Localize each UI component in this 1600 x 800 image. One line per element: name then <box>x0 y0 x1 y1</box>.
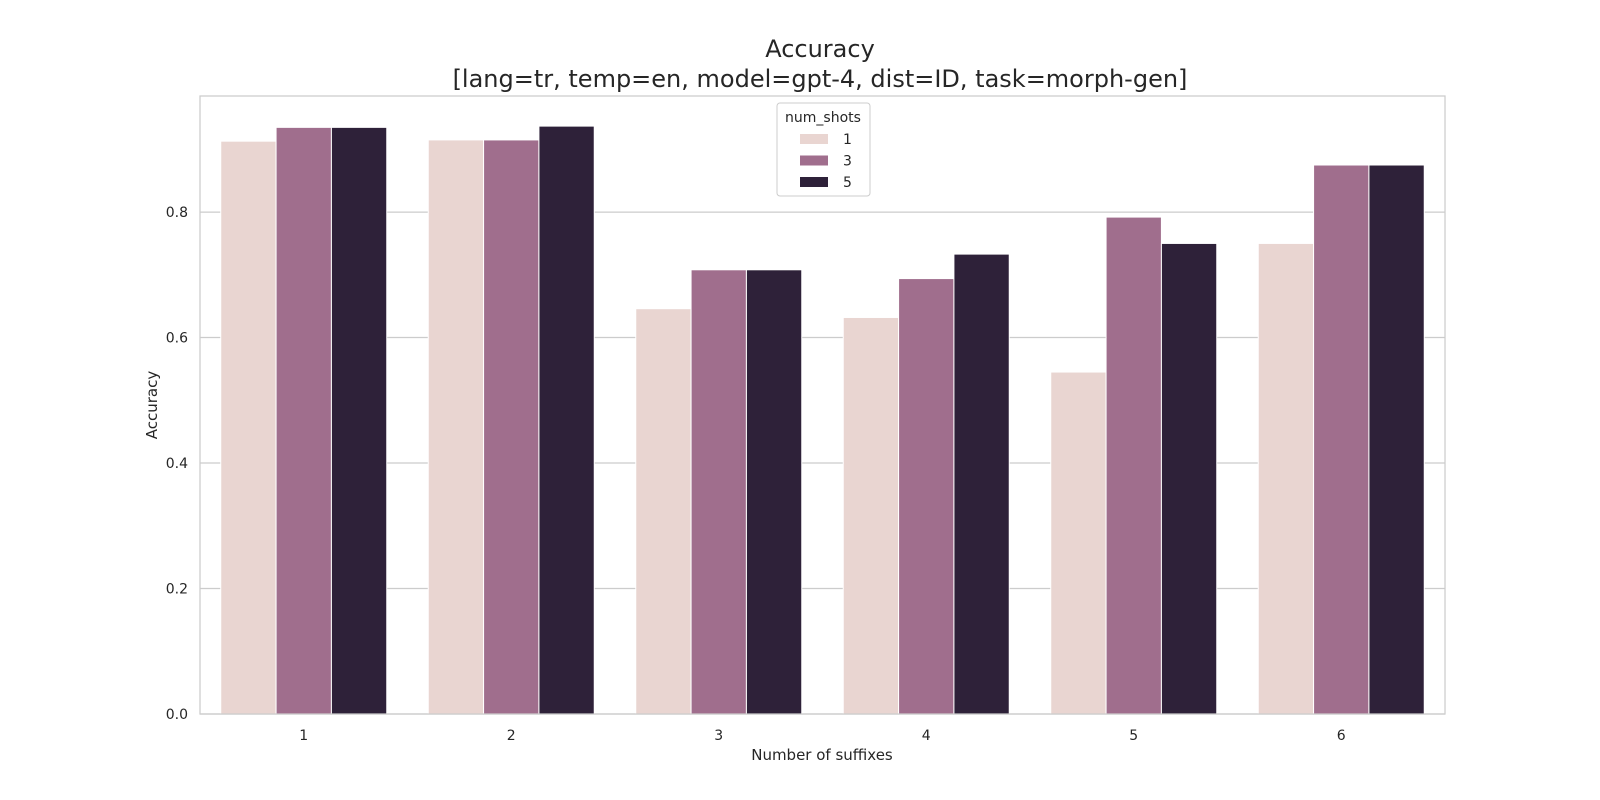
legend-title: num_shots <box>785 110 861 126</box>
bar-2-shots-3 <box>483 139 540 715</box>
y-axis-label: Accuracy <box>143 371 161 440</box>
bar-1-shots-1 <box>220 140 277 715</box>
legend: num_shots 1 3 5 <box>776 102 871 197</box>
bars <box>220 125 1425 715</box>
bar-1-shots-3 <box>275 126 332 715</box>
y-tick-label: 0.8 <box>166 205 188 221</box>
legend-swatch-3 <box>800 155 828 166</box>
chart-subtitle: [lang=tr, temp=en, model=gpt-4, dist=ID,… <box>453 65 1188 93</box>
bar-3-shots-3 <box>690 269 747 715</box>
bar-1-shots-5 <box>330 126 388 715</box>
x-axis-label: Number of suffixes <box>751 746 893 764</box>
legend-swatch-1 <box>800 134 828 144</box>
bar-5-shots-5 <box>1160 242 1218 715</box>
x-tick-label: 2 <box>507 728 516 744</box>
bar-3-shots-1 <box>635 308 692 715</box>
legend-items: 1 3 5 <box>800 132 852 191</box>
bar-3-shots-5 <box>745 269 803 715</box>
y-tick-label: 0.4 <box>166 456 188 472</box>
chart-title: Accuracy <box>765 35 875 63</box>
legend-box <box>776 102 871 197</box>
plot-frame <box>199 95 1446 715</box>
bar-6-shots-3 <box>1313 164 1370 715</box>
legend-label: 3 <box>843 154 852 170</box>
bar-6-shots-1 <box>1257 242 1315 715</box>
legend-label: 1 <box>843 132 852 148</box>
bar-2-shots-1 <box>427 139 485 715</box>
bar-6-shots-5 <box>1368 164 1425 715</box>
x-axis-ticks: 1 2 3 4 5 6 <box>299 728 1346 744</box>
bar-5-shots-1 <box>1050 371 1107 715</box>
bar-4-shots-3 <box>898 278 955 715</box>
bar-4-shots-1 <box>842 316 900 715</box>
y-tick-label: 0.6 <box>166 331 188 347</box>
bar-5-shots-3 <box>1105 216 1162 715</box>
x-tick-label: 4 <box>922 728 931 744</box>
legend-label: 5 <box>843 175 852 191</box>
bar-2-shots-5 <box>538 125 595 715</box>
y-tick-label: 0.2 <box>166 582 188 598</box>
y-tick-label: 0.0 <box>166 707 188 723</box>
x-tick-label: 1 <box>299 728 308 744</box>
y-axis-ticks: 0.0 0.2 0.4 0.6 0.8 <box>166 205 188 723</box>
x-tick-label: 5 <box>1129 728 1138 744</box>
x-tick-label: 3 <box>714 728 723 744</box>
x-tick-label: 6 <box>1337 728 1346 744</box>
legend-swatch-5 <box>800 177 828 187</box>
bar-4-shots-5 <box>953 253 1010 715</box>
